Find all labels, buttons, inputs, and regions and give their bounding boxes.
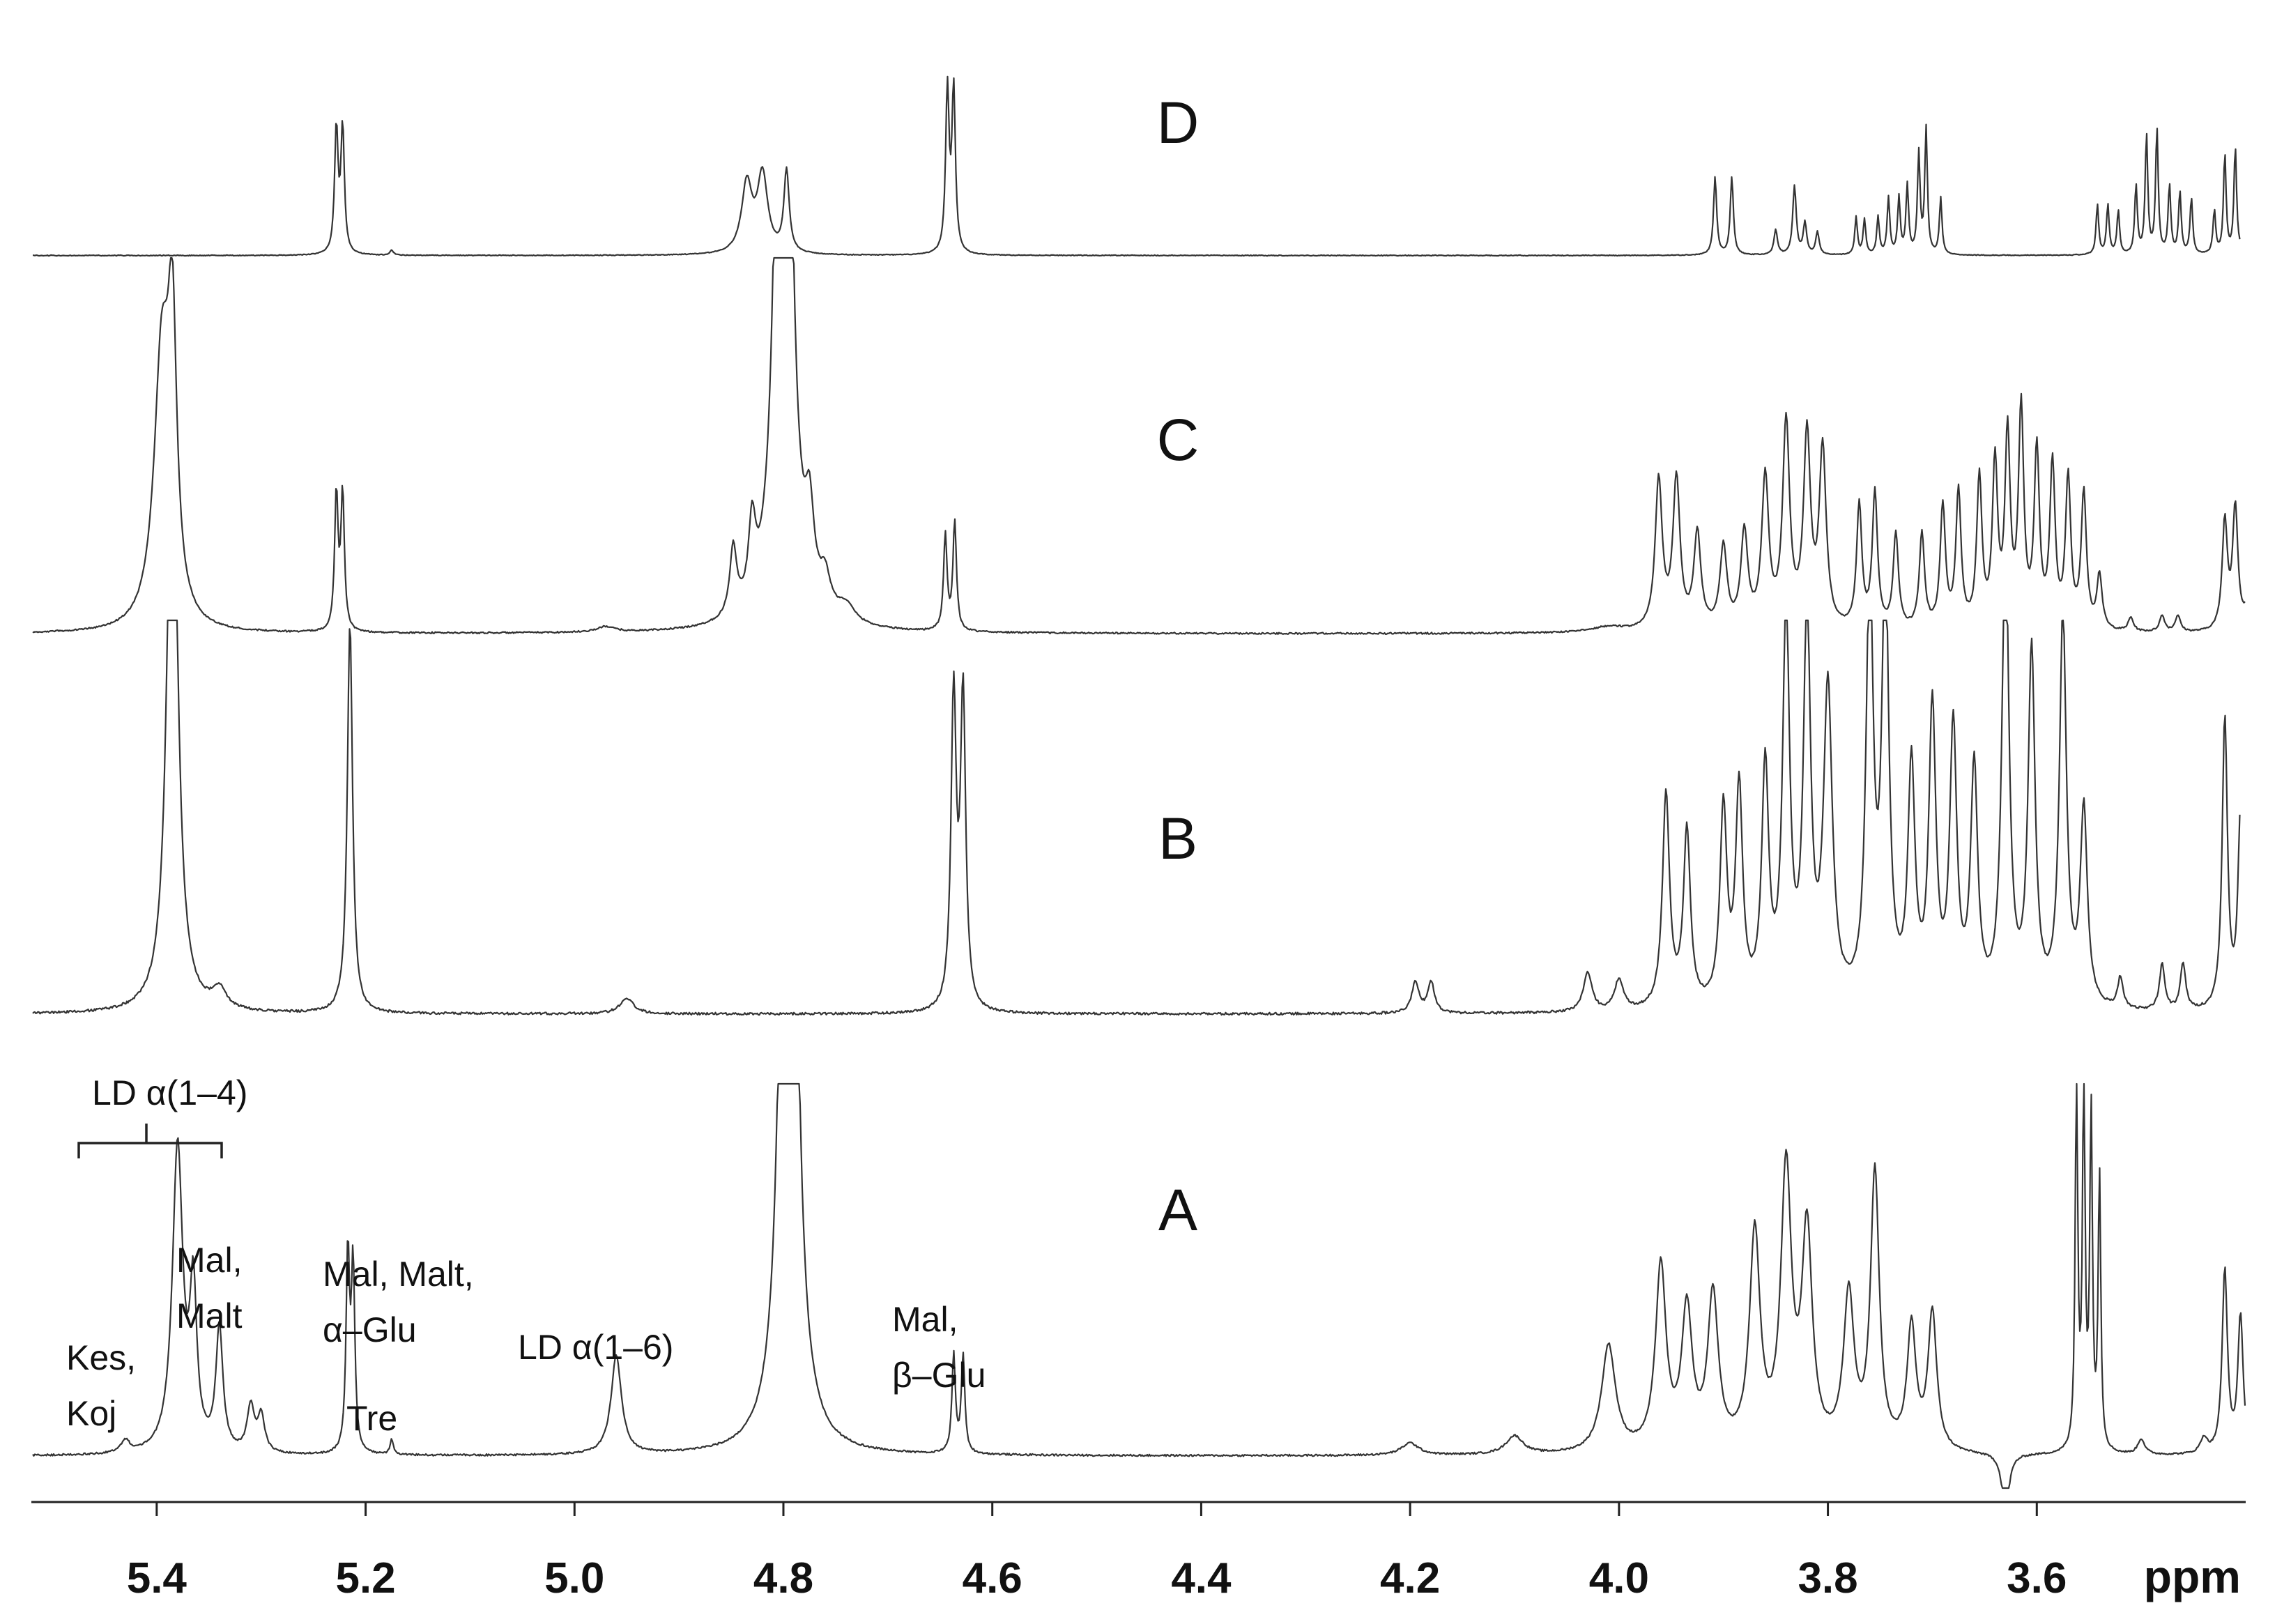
annotation-mal-malt-aglu-line1: Mal, Malt, [323,1255,474,1294]
x-tick-label-4.2: 4.2 [1380,1554,1440,1602]
annotation-tre: Tre [346,1399,397,1438]
annotation-mal-bglu-line1: Mal, [892,1300,958,1339]
annotation-mal-malt-aglu-line2: α–Glu [323,1310,417,1349]
x-tick-label-3.6: 3.6 [2007,1554,2067,1602]
panel-label-a: A [1158,1177,1197,1243]
x-tick-label-4: 4.0 [1589,1554,1649,1602]
x-tick-label-5.4: 5.4 [127,1554,187,1602]
x-axis-unit-label: ppm [2144,1551,2241,1602]
x-tick-label-3.8: 3.8 [1798,1554,1857,1602]
spectrum-trace-d [33,77,2240,256]
annotation-mal-malt-line2: Malt [176,1296,243,1335]
spectrum-trace-c [33,258,2245,634]
x-tick-label-4.4: 4.4 [1171,1554,1232,1602]
x-tick-label-5: 5.0 [544,1554,604,1602]
annotation-mal-malt-line1: Mal, [176,1241,242,1280]
x-tick-label-4.8: 4.8 [753,1554,813,1602]
panel-label-d: D [1157,90,1200,155]
x-tick-label-4.6: 4.6 [963,1554,1022,1602]
x-axis-ticks: 5.4 5.2 5.0 4.8 4.6 4.4 4.2 4.0 3.8 3.6 [127,1502,2067,1602]
panel-label-c: C [1157,407,1200,473]
spectrum-trace-b [33,620,2240,1015]
annotation-kes-koj-line2: Koj [66,1394,116,1433]
annotation-ld-alpha-1-6: LD α(1–6) [518,1328,673,1367]
annotation-kes-koj-line1: Kes, [66,1338,136,1377]
x-axis: 5.4 5.2 5.0 4.8 4.6 4.4 4.2 4.0 3.8 3.6 ppm [31,1502,2246,1602]
panel-label-b: B [1158,806,1197,871]
ld-alpha-1-4-bracket [79,1124,222,1158]
annotation-mal-bglu-line2: β–Glu [892,1356,986,1395]
annotation-ld-alpha-1-4: LD α(1–4) [92,1073,247,1112]
x-tick-label-5.2: 5.2 [335,1554,395,1602]
